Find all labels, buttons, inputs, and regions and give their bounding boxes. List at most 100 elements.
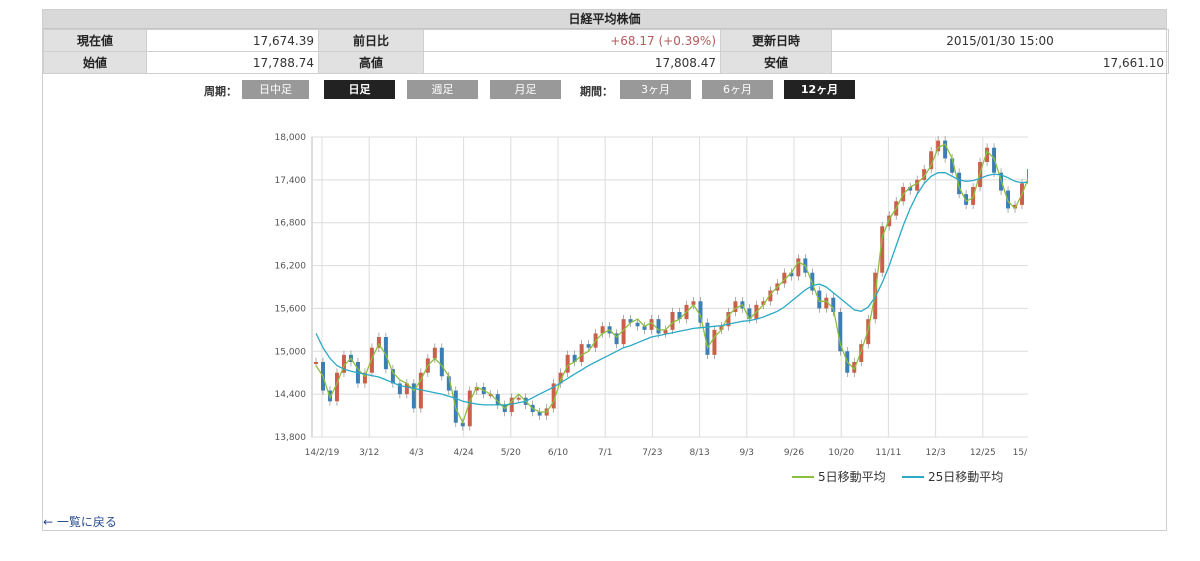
candle-body bbox=[586, 344, 591, 348]
candle-body bbox=[719, 326, 724, 330]
high-price-value: 17,808.47 bbox=[423, 51, 721, 74]
x-tick-label: 4/3 bbox=[409, 448, 423, 458]
candle-body bbox=[908, 187, 913, 191]
x-tick-label: 15/1/21 bbox=[1013, 448, 1028, 458]
candle-body bbox=[565, 354, 570, 373]
candle-body bbox=[943, 140, 948, 159]
candle-body bbox=[572, 354, 577, 362]
candle-body bbox=[362, 372, 367, 384]
x-tick-label: 3/12 bbox=[359, 448, 379, 458]
legend-label: 25日移動平均 bbox=[928, 470, 1003, 484]
x-tick-label: 12/25 bbox=[970, 448, 996, 458]
candle-body bbox=[404, 383, 409, 395]
candle-body bbox=[747, 308, 752, 320]
candle-body bbox=[516, 397, 521, 400]
candle-body bbox=[831, 297, 836, 312]
quote-row-1: 現在値 17,674.39 前日比 +68.17 (+0.39%) 更新日時 2… bbox=[43, 29, 1169, 52]
period-button-intraday[interactable]: 日中足 bbox=[242, 80, 309, 99]
x-tick-label: 14/2/19 bbox=[305, 448, 340, 458]
updated-label: 更新日時 bbox=[720, 29, 832, 52]
candle-body bbox=[411, 383, 416, 409]
ma5-line bbox=[315, 143, 1028, 425]
updated-value: 2015/01/30 15:00 bbox=[831, 29, 1169, 52]
candle-body bbox=[397, 383, 402, 395]
high-price-label: 高値 bbox=[318, 51, 424, 74]
range-button-6m[interactable]: 6ヶ月 bbox=[702, 80, 773, 99]
candle-body bbox=[383, 337, 388, 370]
candle-body bbox=[726, 312, 731, 327]
x-tick-label: 11/11 bbox=[875, 448, 901, 458]
candle-body bbox=[915, 179, 920, 191]
ma25-line bbox=[315, 172, 1028, 406]
y-tick-label: 16,200 bbox=[275, 262, 307, 272]
x-tick-label: 5/20 bbox=[501, 448, 521, 458]
candle-body bbox=[558, 372, 563, 384]
period-button-monthly[interactable]: 月足 bbox=[490, 80, 561, 99]
candle-body bbox=[656, 319, 661, 334]
candle-body bbox=[495, 394, 500, 405]
candle-body bbox=[376, 337, 381, 348]
candle-body bbox=[579, 344, 584, 362]
x-tick-label: 6/10 bbox=[548, 448, 568, 458]
candle-body bbox=[628, 319, 633, 323]
y-tick-label: 16,800 bbox=[275, 219, 307, 229]
y-tick-label: 13,800 bbox=[275, 433, 307, 443]
candle-body bbox=[509, 397, 514, 412]
candle-body bbox=[432, 347, 437, 359]
price-chart: 18,000 17,400 16,800 16,200 15,600 15,000 14,4… bbox=[248, 121, 1028, 511]
candle-body bbox=[600, 326, 605, 334]
period-button-daily[interactable]: 日足 bbox=[324, 80, 395, 99]
candle-body bbox=[314, 362, 318, 364]
candle-body bbox=[922, 169, 927, 180]
period-button-weekly[interactable]: 週足 bbox=[407, 80, 478, 99]
candle-body bbox=[957, 172, 962, 195]
candle-body bbox=[817, 290, 822, 309]
candle-body bbox=[446, 376, 451, 391]
candle-body bbox=[488, 394, 493, 397]
y-tick-label: 14,400 bbox=[275, 390, 307, 400]
candle-body bbox=[796, 258, 801, 277]
legend-label: 5日移動平均 bbox=[818, 470, 886, 484]
candle-body bbox=[859, 344, 864, 362]
range-button-3m[interactable]: 3ヶ月 bbox=[620, 80, 691, 99]
y-tick-label: 17,400 bbox=[275, 176, 307, 186]
open-price-label: 始値 bbox=[43, 51, 147, 74]
candle-body bbox=[390, 369, 395, 384]
candle-body bbox=[369, 347, 374, 373]
nikkei-quote-panel: 日経平均株価 現在値 17,674.39 前日比 +68.17 (+0.39%)… bbox=[42, 9, 1169, 531]
quote-row-2: 始値 17,788.74 高値 17,808.47 安値 17,661.10 bbox=[43, 51, 1169, 74]
chart-controls: 周期： 日中足 日足 週足 月足 期間： 3ヶ月 6ヶ月 12ヶ月 bbox=[43, 80, 1166, 100]
candle-body bbox=[782, 272, 787, 284]
candle-body bbox=[551, 383, 556, 409]
candle-body bbox=[705, 322, 710, 355]
x-tick-label: 9/3 bbox=[740, 448, 754, 458]
back-to-list-link[interactable]: ← 一覧に戻る bbox=[43, 515, 117, 529]
candle-body bbox=[789, 272, 794, 277]
x-tick-label: 7/23 bbox=[642, 448, 662, 458]
candle-body bbox=[670, 312, 675, 330]
panel-title: 日経平均株価 bbox=[43, 10, 1166, 29]
candle-body bbox=[887, 215, 892, 227]
x-tick-label: 8/13 bbox=[689, 448, 709, 458]
change-label: 前日比 bbox=[318, 29, 424, 52]
candle-body bbox=[439, 347, 444, 377]
candle-body bbox=[712, 329, 717, 355]
low-price-label: 安値 bbox=[720, 51, 832, 74]
candle-body bbox=[460, 422, 465, 427]
quote-table: 現在値 17,674.39 前日比 +68.17 (+0.39%) 更新日時 2… bbox=[43, 29, 1169, 74]
range-button-12m[interactable]: 12ヶ月 bbox=[784, 80, 855, 99]
current-price-value: 17,674.39 bbox=[146, 29, 319, 52]
candle-body bbox=[467, 390, 472, 427]
x-tick-label: 7/1 bbox=[598, 448, 612, 458]
candle-body bbox=[1027, 169, 1028, 184]
candle-body bbox=[418, 372, 423, 409]
candle-body bbox=[691, 301, 696, 305]
candle-body bbox=[642, 326, 647, 330]
candle-body bbox=[964, 194, 969, 205]
candle-body bbox=[733, 301, 738, 312]
x-tick-label: 12/3 bbox=[925, 448, 945, 458]
current-price-label: 現在値 bbox=[43, 29, 147, 52]
candle-body bbox=[677, 312, 682, 320]
x-tick-label: 4/24 bbox=[453, 448, 473, 458]
candle-body bbox=[537, 412, 542, 416]
